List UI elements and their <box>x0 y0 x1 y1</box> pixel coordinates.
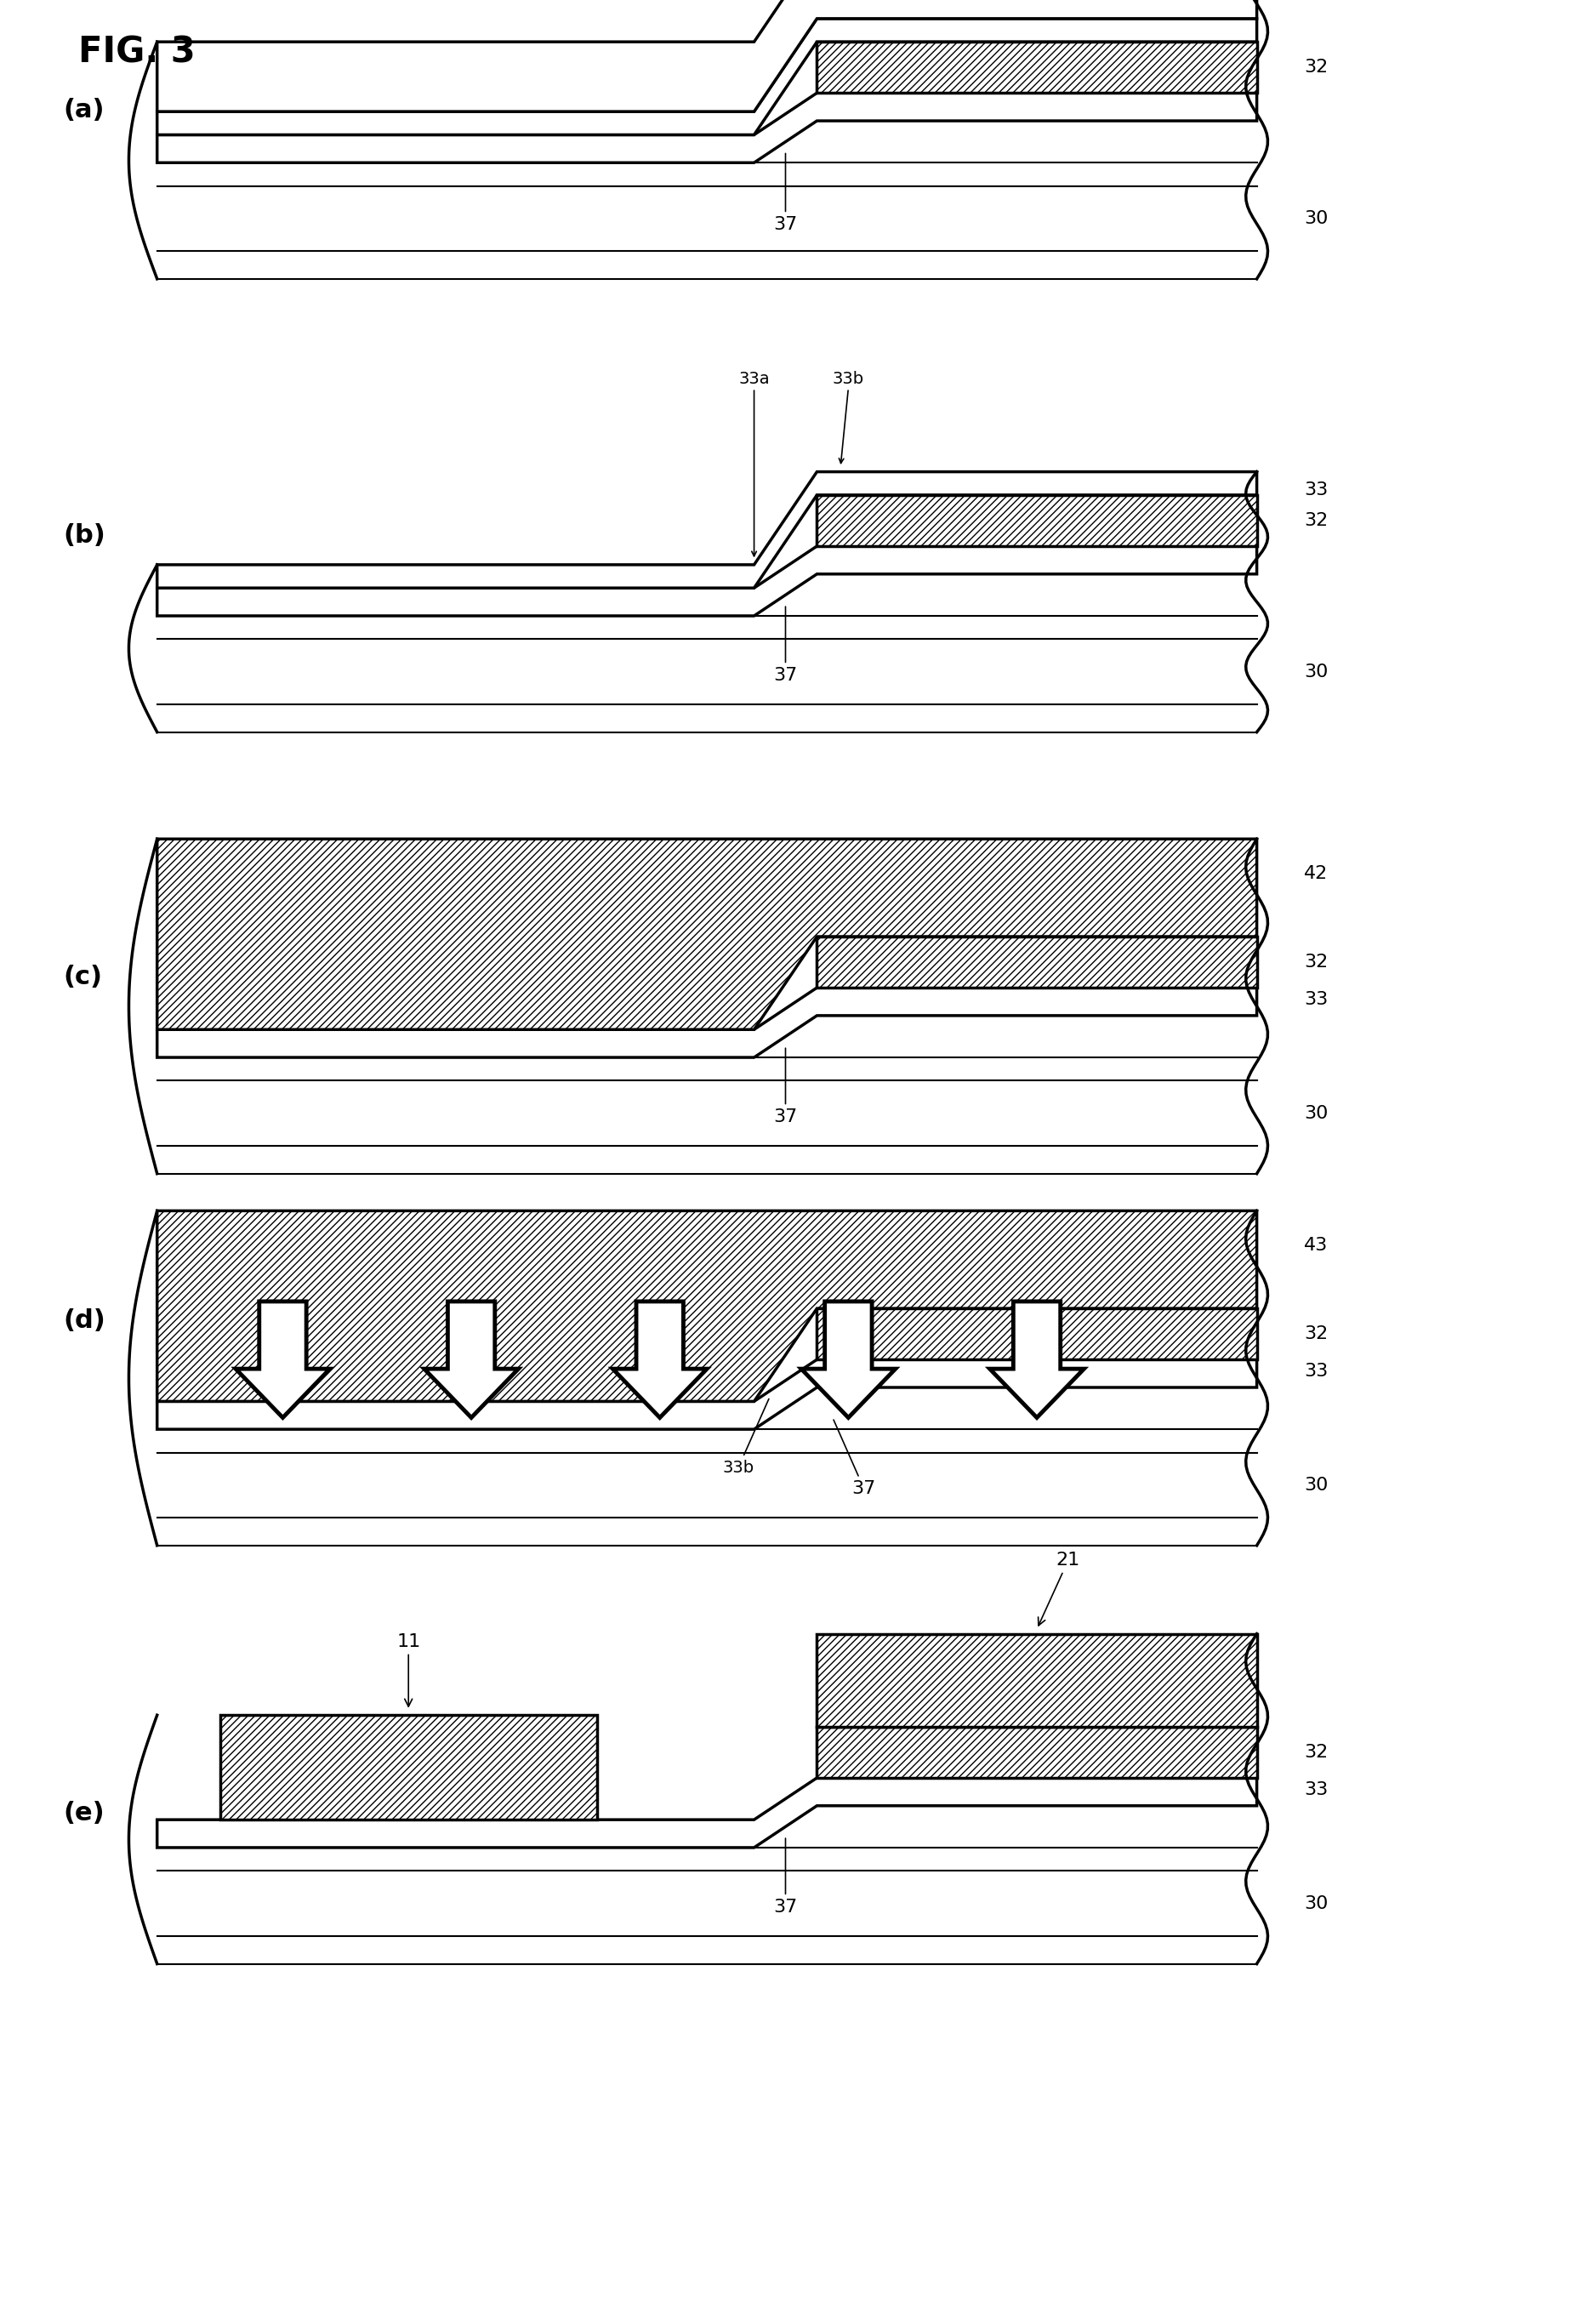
Text: 37: 37 <box>773 1048 798 1125</box>
Polygon shape <box>157 1778 1257 1848</box>
Text: 21: 21 <box>1038 1552 1081 1624</box>
Polygon shape <box>157 546 1257 616</box>
Polygon shape <box>157 472 1257 588</box>
Text: 37: 37 <box>773 1838 798 1915</box>
Text: 11: 11 <box>396 1634 421 1706</box>
Text: (a): (a) <box>63 98 104 123</box>
Text: 33a: 33a <box>738 372 770 386</box>
Text: 32: 32 <box>1304 511 1327 530</box>
Text: (e): (e) <box>63 1801 104 1827</box>
Polygon shape <box>157 988 1257 1057</box>
Text: 30: 30 <box>1304 662 1327 681</box>
Bar <box>817 1634 1257 1727</box>
Text: 30: 30 <box>1304 1894 1327 1913</box>
Text: 33b: 33b <box>833 372 864 386</box>
Text: 32: 32 <box>1304 1325 1327 1343</box>
Text: (c): (c) <box>63 964 102 990</box>
Text: 30: 30 <box>1304 209 1327 228</box>
Polygon shape <box>801 1301 895 1418</box>
Text: (d): (d) <box>63 1308 105 1334</box>
Text: (b): (b) <box>63 523 105 548</box>
Bar <box>817 937 1257 988</box>
Polygon shape <box>157 1360 1257 1429</box>
Polygon shape <box>157 1211 1257 1401</box>
Text: 33: 33 <box>1304 1780 1327 1799</box>
Bar <box>817 1727 1257 1778</box>
Text: 40: 40 <box>1092 1339 1115 1357</box>
Text: 33: 33 <box>1304 1362 1327 1380</box>
Bar <box>817 42 1257 93</box>
Text: 37: 37 <box>773 153 798 232</box>
Text: 42: 42 <box>1304 865 1327 883</box>
Polygon shape <box>236 1301 330 1418</box>
Polygon shape <box>157 0 1257 112</box>
Bar <box>817 495 1257 546</box>
Bar <box>817 1308 1257 1360</box>
Polygon shape <box>157 839 1257 1030</box>
Bar <box>220 1715 597 1820</box>
Polygon shape <box>990 1301 1084 1418</box>
Text: 32: 32 <box>1304 58 1327 77</box>
Text: 37: 37 <box>834 1420 877 1497</box>
Text: 32: 32 <box>1304 953 1327 971</box>
Polygon shape <box>613 1301 707 1418</box>
Polygon shape <box>157 19 1257 135</box>
Text: 30: 30 <box>1304 1104 1327 1122</box>
Polygon shape <box>157 93 1257 163</box>
Text: 30: 30 <box>1304 1476 1327 1494</box>
Text: 33b: 33b <box>723 1399 768 1476</box>
Text: 33: 33 <box>1304 481 1327 500</box>
Text: 37: 37 <box>773 607 798 683</box>
Polygon shape <box>424 1301 518 1418</box>
Text: FIG. 3: FIG. 3 <box>79 35 196 70</box>
Text: 43: 43 <box>1304 1236 1327 1255</box>
Text: 32: 32 <box>1304 1743 1327 1762</box>
Text: 33: 33 <box>1304 990 1327 1009</box>
